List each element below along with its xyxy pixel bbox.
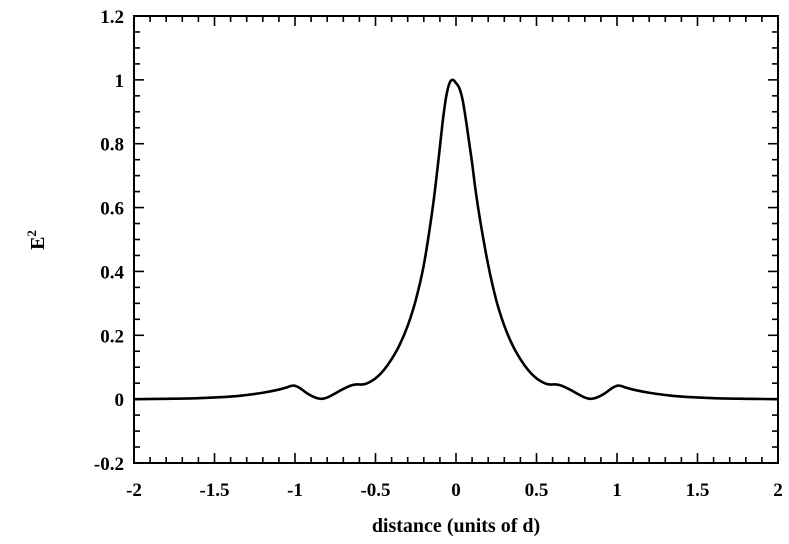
x-tick-label: 0.5 [525, 480, 549, 501]
series-line [133, 78, 779, 401]
x-axis-title: distance (units of d) [372, 515, 540, 537]
y-axis-title-superscript: 2 [24, 230, 39, 237]
y-axis-title: E2 [24, 230, 49, 250]
x-tick-label: -0.5 [360, 480, 390, 501]
x-tick-label: 2 [773, 480, 783, 501]
y-tick-label: 0.8 [100, 135, 124, 156]
y-tick-labels: -0.2 0 0.2 0.4 0.6 0.8 1 1.2 [94, 7, 125, 475]
x-tick-labels: -2 -1.5 -1 -0.5 0 0.5 1 1.5 2 [126, 480, 783, 501]
x-tick-label: -2 [126, 480, 142, 501]
x-tick-label: 1.5 [686, 480, 710, 501]
x-tick-label: 1 [612, 480, 622, 501]
y-tick-label: 0.2 [100, 326, 124, 347]
y-tick-label: 0 [115, 390, 125, 411]
y-tick-label: 1.2 [100, 7, 124, 28]
y-tick-label: 1 [115, 71, 125, 92]
tick-marks [133, 15, 779, 464]
x-tick-label: 0 [451, 480, 461, 501]
y-tick-label: 0.6 [100, 199, 124, 220]
svg-text:E2: E2 [24, 230, 49, 250]
y-tick-label: -0.2 [94, 454, 124, 475]
y-axis-title-base: E [27, 237, 49, 250]
x-tick-label: -1 [287, 480, 303, 501]
x-tick-label: -1.5 [199, 480, 229, 501]
y-tick-label: 0.4 [100, 262, 124, 283]
